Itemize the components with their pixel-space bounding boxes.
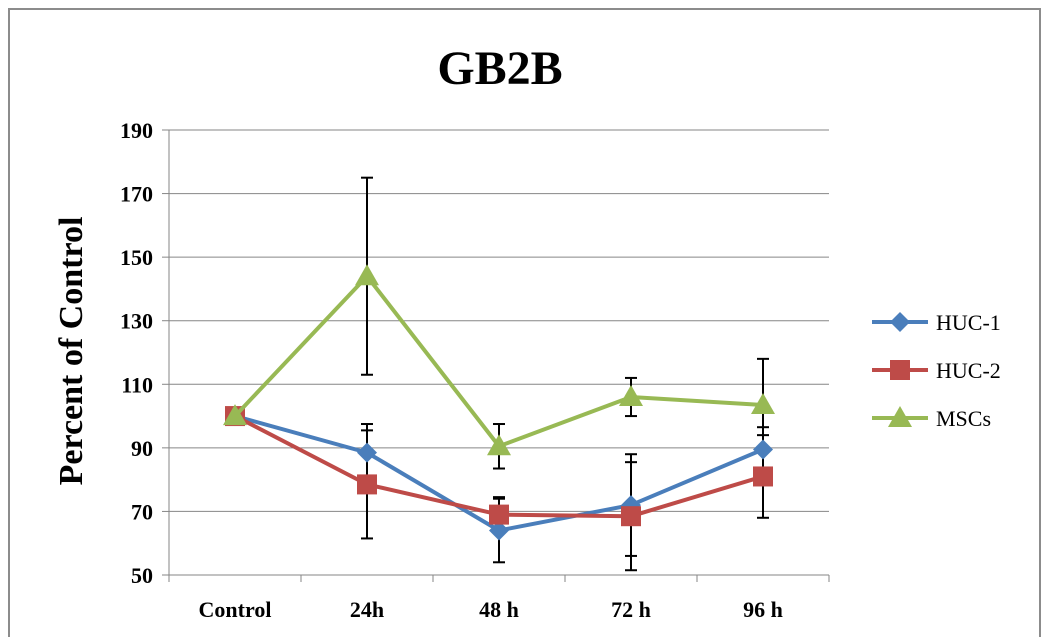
y-tick-label: 90 (131, 436, 153, 461)
series-lines (223, 264, 775, 541)
legend-label: HUC-2 (936, 358, 1001, 383)
data-point-mscs (751, 392, 775, 414)
legend-item-mscs: MSCs (872, 406, 991, 431)
legend-item-huc-1: HUC-1 (872, 310, 1001, 335)
x-tick-label: 96 h (743, 597, 783, 622)
data-point-mscs (223, 404, 247, 426)
y-tick-label: 110 (121, 372, 153, 397)
data-point-huc-1 (489, 520, 509, 541)
data-point-mscs (355, 264, 379, 286)
y-tick-label: 50 (131, 563, 153, 588)
data-point-mscs (619, 385, 643, 406)
y-tick-label: 170 (120, 182, 153, 207)
series-mscs (223, 264, 775, 456)
y-tick-label: 130 (120, 309, 153, 334)
legend-label: MSCs (936, 406, 991, 431)
y-tick-label: 150 (120, 245, 153, 270)
series-line-mscs (233, 274, 764, 449)
data-point-huc-2 (621, 506, 641, 527)
data-point-huc-2 (489, 504, 509, 525)
y-tick-label: 70 (131, 499, 153, 524)
data-point-huc-2 (753, 466, 773, 487)
data-point-huc-2 (357, 474, 377, 495)
legend-label: HUC-1 (936, 310, 1001, 335)
y-tick-label: 190 (120, 118, 153, 143)
x-tick-label: 24h (350, 597, 384, 622)
x-tick-labels: Control 24h 48 h 72 h 96 h (199, 597, 783, 622)
x-tick-label: 72 h (611, 597, 651, 622)
x-tick-label: Control (199, 597, 272, 622)
y-axis-title: Percent of Control (53, 217, 90, 486)
legend-item-huc-2: HUC-2 (872, 358, 1001, 383)
chart-frame (8, 8, 1041, 637)
data-point-mscs (487, 434, 511, 456)
data-point-huc-1 (753, 439, 773, 460)
legend-marker (888, 406, 912, 427)
legend: HUC-1 HUC-2 MSCs (872, 310, 1001, 431)
legend-marker (890, 360, 910, 380)
x-tick-label: 48 h (479, 597, 519, 622)
y-tick-labels: 50 70 90 110 130 150 170 190 (120, 118, 153, 588)
axes (162, 129, 830, 582)
legend-marker (890, 312, 910, 332)
chart-title: GB2B (437, 42, 562, 95)
data-point-huc-1 (357, 442, 377, 463)
